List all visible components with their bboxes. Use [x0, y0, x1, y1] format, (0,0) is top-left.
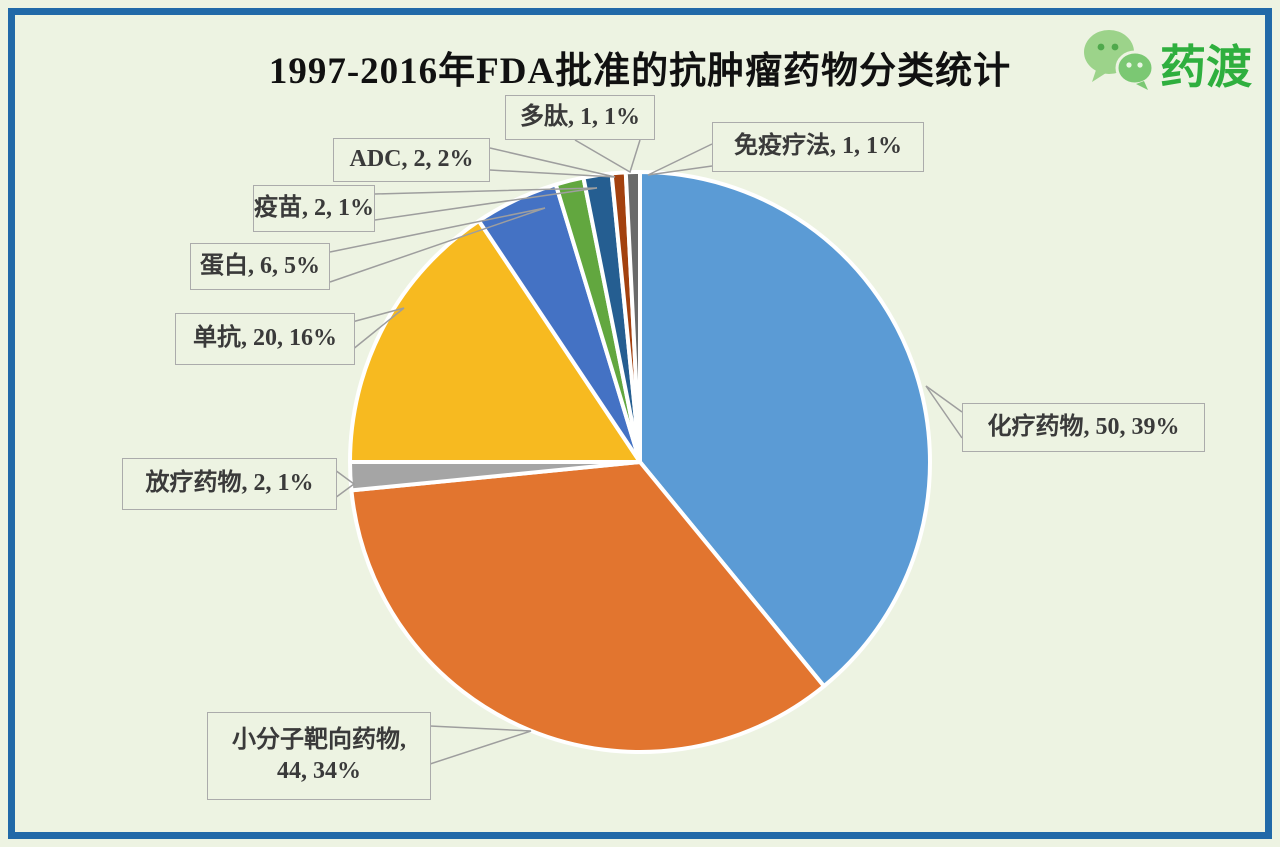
label-radiotherapy: 放疗药物, 2, 1%: [122, 458, 337, 510]
wechat-bubbles-icon: [1082, 26, 1155, 101]
leader-line-smallmol: [429, 725, 532, 765]
yaodu-logo: 药渡: [1082, 26, 1252, 101]
logo-text: 药渡: [1160, 40, 1252, 93]
leader-line-mab: [351, 307, 405, 351]
leader-line-radio: [334, 469, 356, 499]
label-immunotherapy-text: 免疫疗法, 1, 1%: [734, 133, 902, 160]
label-small-molecule: 小分子靶向药物, 44, 34%: [207, 712, 431, 800]
label-protein: 蛋白, 6, 5%: [190, 243, 330, 290]
label-adc-text: ADC, 2, 2%: [349, 146, 474, 173]
pie-slices: [348, 170, 932, 754]
leader-line-protein: [329, 207, 546, 283]
page-title: 1997-2016年FDA批准的抗肿瘤药物分类统计: [268, 51, 1012, 92]
leader-line-peptide: [574, 139, 641, 174]
label-chemo: 化疗药物, 50, 39%: [962, 403, 1205, 452]
label-peptide: 多肽, 1, 1%: [505, 95, 655, 140]
label-chemo-text: 化疗药物, 50, 39%: [987, 413, 1180, 440]
leader-line-immuno: [647, 143, 713, 176]
pie-slice-化疗药物: [638, 170, 932, 689]
label-radiotherapy-text: 放疗药物, 2, 1%: [145, 470, 314, 497]
pie-slice-小分子靶向药物: [349, 460, 826, 754]
label-small-molecule-line1: 小分子靶向药物,: [232, 726, 406, 753]
leader-line-vaccine: [374, 187, 598, 221]
label-vaccine: 疫苗, 2, 1%: [253, 185, 375, 232]
label-adc: ADC, 2, 2%: [333, 138, 490, 182]
label-vaccine-text: 疫苗, 2, 1%: [254, 194, 374, 221]
label-immunotherapy: 免疫疗法, 1, 1%: [712, 122, 924, 172]
label-mab-text: 单抗, 20, 16%: [193, 325, 337, 352]
leader-line-chemo: [925, 385, 963, 439]
label-mab: 单抗, 20, 16%: [175, 313, 355, 365]
label-peptide-text: 多肽, 1, 1%: [520, 103, 640, 130]
leader-lines: [329, 139, 963, 765]
label-protein-text: 蛋白, 6, 5%: [200, 252, 320, 279]
pie-slice-免疫疗法: [623, 170, 642, 464]
leader-line-adc: [489, 147, 616, 178]
label-small-molecule-line2: 44, 34%: [277, 758, 361, 784]
